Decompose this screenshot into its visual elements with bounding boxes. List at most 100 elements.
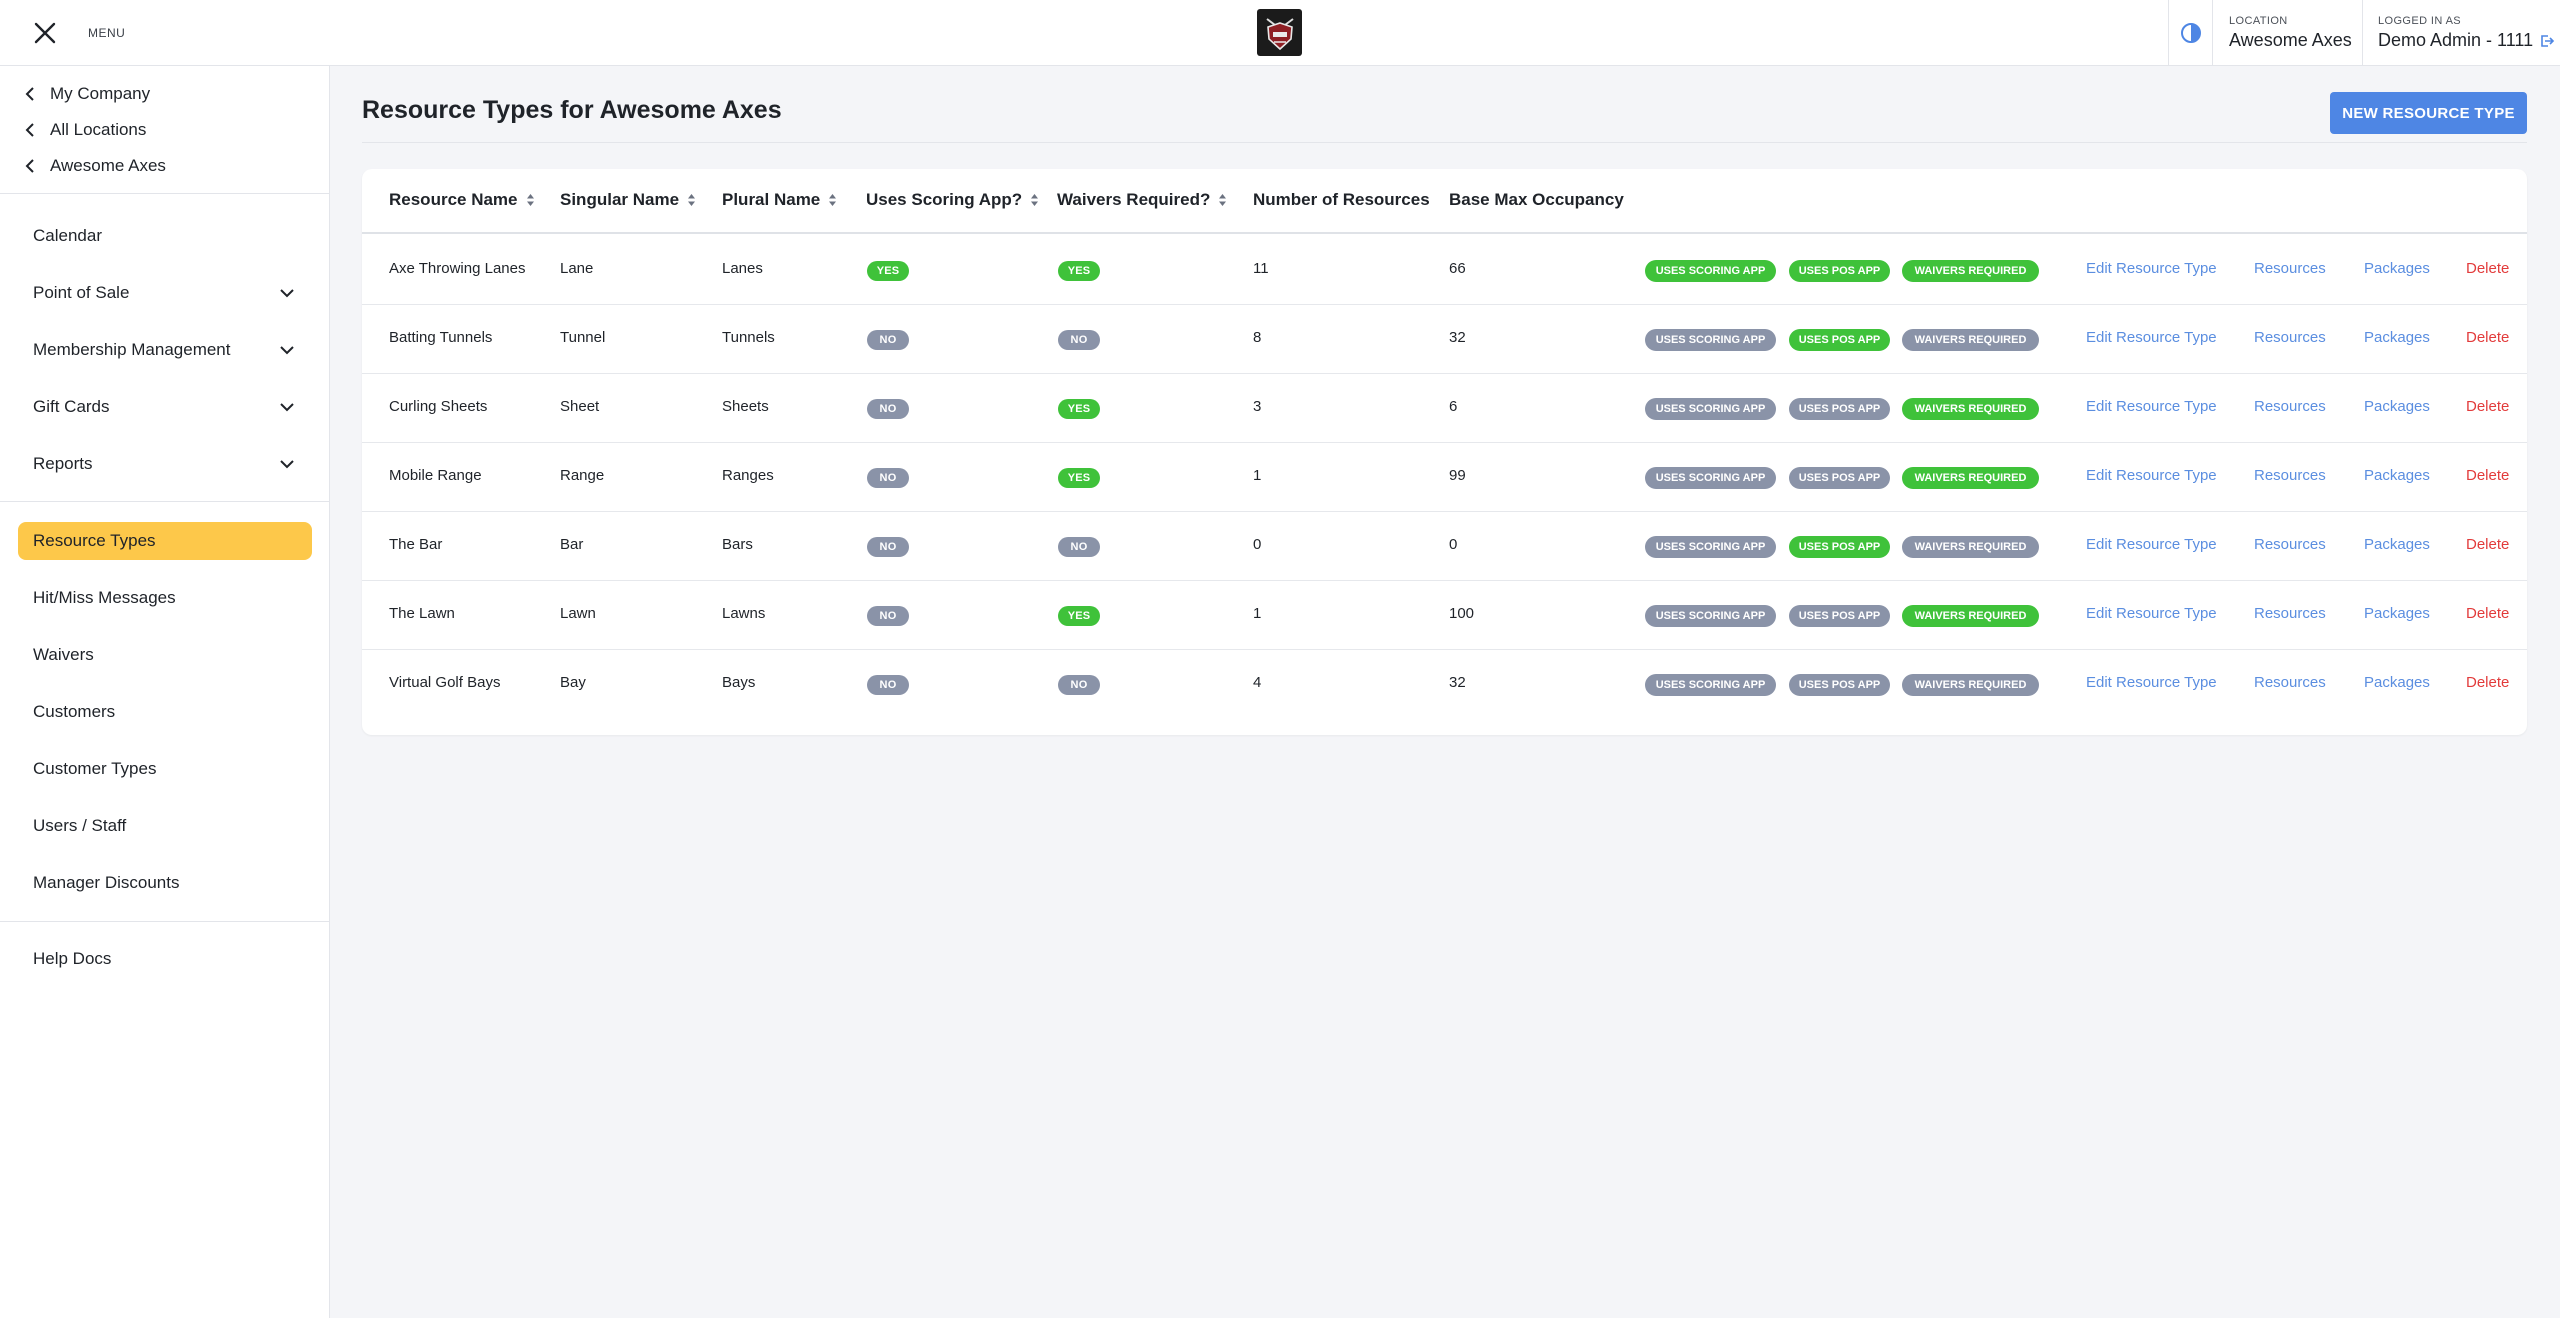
sidebar-divider [0,501,330,502]
breadcrumb-label: My Company [50,84,151,103]
packages-link[interactable]: Packages [2364,674,2430,691]
sidebar-item-point-of-sale[interactable]: Point of Sale [18,274,312,312]
table-header: Resource Name Singular Name Plural Name … [362,169,2527,234]
tag-waivers-required: WAIVERS REQUIRED [1902,398,2039,420]
sidebar-item-customers[interactable]: Customers [18,693,312,731]
breadcrumb-all-locations[interactable]: All Locations [24,120,146,140]
cell-number-of-resources: 0 [1253,536,1262,553]
column-waivers-required[interactable]: Waivers Required? [1057,190,1227,210]
column-resource-name[interactable]: Resource Name [389,190,535,210]
location-selector[interactable]: LOCATION Awesome Axes [2212,0,2362,66]
scoring-badge: NO [867,468,909,488]
delete-link[interactable]: Delete [2466,467,2510,484]
tag-uses-pos-app: USES POS APP [1789,260,1890,282]
delete-link[interactable]: Delete [2466,260,2510,277]
cell-resource-name: Curling Sheets [389,398,488,415]
resources-link[interactable]: Resources [2254,605,2326,622]
sidebar-item-hit-miss-messages[interactable]: Hit/Miss Messages [18,579,312,617]
top-right-panel: LOCATION Awesome Axes LOGGED IN AS Demo … [2168,0,2560,66]
packages-link[interactable]: Packages [2364,329,2430,346]
cell-singular-name: Sheet [560,398,600,415]
packages-link[interactable]: Packages [2364,260,2430,277]
packages-link[interactable]: Packages [2364,605,2430,622]
tag-uses-scoring-app: USES SCORING APP [1645,605,1776,627]
breadcrumb-label: Awesome Axes [50,156,166,175]
theme-toggle[interactable] [2168,0,2212,66]
edit-resource-type-link[interactable]: Edit Resource Type [2086,467,2217,484]
cell-base-max-occupancy: 0 [1449,536,1458,553]
tag-waivers-required: WAIVERS REQUIRED [1902,536,2039,558]
cell-singular-name: Lane [560,260,594,277]
company-logo[interactable] [1257,9,1302,56]
sidebar-item-waivers[interactable]: Waivers [18,636,312,674]
resources-link[interactable]: Resources [2254,536,2326,553]
packages-link[interactable]: Packages [2364,398,2430,415]
close-menu-icon[interactable] [28,16,62,50]
cell-plural-name: Lanes [722,260,763,277]
edit-resource-type-link[interactable]: Edit Resource Type [2086,260,2217,277]
sidebar-item-manager-discounts[interactable]: Manager Discounts [18,864,312,902]
cell-singular-name: Range [560,467,605,484]
scoring-badge: NO [867,399,909,419]
sort-icon [1219,194,1227,206]
tag-uses-pos-app: USES POS APP [1789,674,1890,696]
delete-link[interactable]: Delete [2466,536,2510,553]
sidebar-item-customer-types[interactable]: Customer Types [18,750,312,788]
packages-link[interactable]: Packages [2364,467,2430,484]
new-resource-type-button[interactable]: NEW RESOURCE TYPE [2330,92,2527,134]
resources-link[interactable]: Resources [2254,329,2326,346]
sidebar-item-gift-cards[interactable]: Gift Cards [18,388,312,426]
sort-icon [688,194,696,206]
sidebar-item-reports[interactable]: Reports [18,445,312,483]
column-label: Resource Name [389,190,518,209]
cell-number-of-resources: 1 [1253,467,1262,484]
tag-waivers-required: WAIVERS REQUIRED [1902,605,2039,627]
resources-link[interactable]: Resources [2254,260,2326,277]
cell-plural-name: Bars [722,536,753,553]
edit-resource-type-link[interactable]: Edit Resource Type [2086,536,2217,553]
delete-link[interactable]: Delete [2466,605,2510,622]
breadcrumb-my-company[interactable]: My Company [24,84,150,104]
resources-link[interactable]: Resources [2254,674,2326,691]
resources-link[interactable]: Resources [2254,467,2326,484]
menu-label: MENU [88,26,126,40]
chevron-left-icon [24,86,36,102]
sidebar-item-label: Resource Types [33,531,156,550]
sidebar-item-calendar[interactable]: Calendar [18,217,312,255]
contrast-icon[interactable] [2180,22,2202,44]
edit-resource-type-link[interactable]: Edit Resource Type [2086,398,2217,415]
delete-link[interactable]: Delete [2466,398,2510,415]
column-label: Plural Name [722,190,821,209]
edit-resource-type-link[interactable]: Edit Resource Type [2086,329,2217,346]
tag-uses-scoring-app: USES SCORING APP [1645,260,1776,282]
sidebar-item-label: Customers [33,702,116,721]
logout-icon[interactable] [2539,33,2555,49]
cell-plural-name: Tunnels [722,329,775,346]
column-singular-name[interactable]: Singular Name [560,190,696,210]
top-bar: MENU LOCATION Awesome Axes LOGGED IN AS … [0,0,2560,66]
sidebar-item-label: Calendar [33,226,102,245]
edit-resource-type-link[interactable]: Edit Resource Type [2086,605,2217,622]
cell-singular-name: Bar [560,536,584,553]
sidebar-divider [0,193,330,194]
edit-resource-type-link[interactable]: Edit Resource Type [2086,674,2217,691]
column-uses-scoring-app[interactable]: Uses Scoring App? [866,190,1039,210]
table-row: Axe Throwing Lanes Lane Lanes YES YES 11 66 USE… [362,236,2527,305]
tag-waivers-required: WAIVERS REQUIRED [1902,260,2039,282]
cell-resource-name: Axe Throwing Lanes [389,260,526,277]
delete-link[interactable]: Delete [2466,329,2510,346]
cell-base-max-occupancy: 100 [1449,605,1475,622]
sidebar-item-help-docs[interactable]: Help Docs [18,940,312,978]
sidebar-item-users-staff[interactable]: Users / Staff [18,807,312,845]
sidebar-item-label: Manager Discounts [33,873,180,892]
delete-link[interactable]: Delete [2466,674,2510,691]
resources-link[interactable]: Resources [2254,398,2326,415]
resource-types-table: Resource Name Singular Name Plural Name … [362,169,2527,735]
column-plural-name[interactable]: Plural Name [722,190,837,210]
sidebar-item-membership-management[interactable]: Membership Management [18,331,312,369]
sidebar-item-resource-types[interactable]: Resource Types [18,522,312,560]
packages-link[interactable]: Packages [2364,536,2430,553]
location-label: LOCATION [2229,15,2288,27]
waivers-badge: YES [1058,399,1100,419]
breadcrumb-awesome-axes[interactable]: Awesome Axes [24,156,166,176]
